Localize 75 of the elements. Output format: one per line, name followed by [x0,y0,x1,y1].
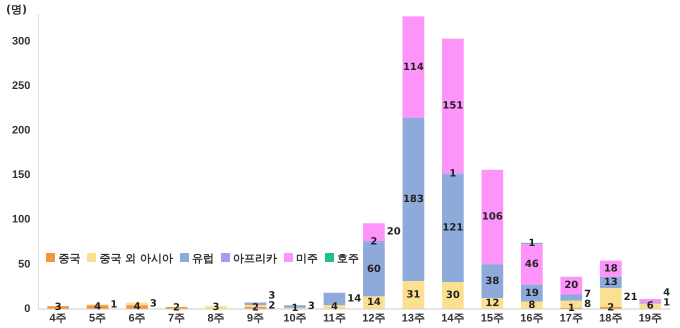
bar [560,294,582,301]
x-tick-label: 6주 [128,312,146,324]
bar [402,118,424,282]
x-tick-label: 17주 [560,312,583,324]
data-label: 14 [366,297,381,308]
data-label: 60 [366,264,381,276]
data-label: 121 [442,222,464,234]
data-label: 151 [442,100,464,112]
data-label: 114 [402,62,424,73]
y-tick-label: 300 [12,35,30,48]
data-label: 1 [663,298,670,309]
data-label: 1 [449,168,456,180]
x-tick-label: 4주 [50,312,67,324]
legend-label: 호주 [336,250,360,266]
x-tick-label: 14주 [441,312,464,324]
data-label: 3 [150,298,157,310]
x-tick-label: 5주 [89,312,106,324]
y-tick-label: 150 [12,169,30,182]
data-label: 2 [252,302,259,314]
data-label: 7 [584,288,592,300]
data-label: 3 [308,301,315,312]
bar [481,170,504,264]
legend-label: 미주 [295,250,318,266]
data-label: 12 [485,298,500,310]
data-label: 2 [370,236,378,248]
bar [481,264,504,298]
data-label: 20 [386,226,401,238]
x-tick-label: 13주 [402,312,426,324]
data-label: 8 [528,300,536,311]
data-label: 30 [446,290,460,302]
data-label: 8 [584,298,592,310]
data-label: 21 [624,292,638,304]
data-label: 1 [568,302,575,314]
data-label: 46 [524,258,539,270]
x-tick-label: 10주 [283,312,307,324]
y-tick-label: 0 [24,302,30,315]
bar [402,16,424,118]
data-label: 13 [604,277,618,288]
data-label: 31 [406,290,420,301]
x-tick-label: 19주 [638,312,662,324]
data-label: 4 [330,302,338,313]
data-label: 183 [402,194,424,206]
data-label: 1 [110,299,118,310]
data-label: 3 [212,302,220,314]
data-label: 18 [604,263,618,274]
data-label: 19 [524,288,539,299]
x-tick-label: 11주 [323,312,346,324]
data-label: 20 [564,280,578,292]
x-tick-label: 7주 [168,312,186,324]
y-tick-label: 100 [12,214,30,226]
data-label: 38 [485,276,500,287]
data-label: 2 [607,302,614,314]
x-tick-label: 15주 [480,312,504,324]
data-label: 3 [268,290,276,302]
y-tick-label: 50 [18,258,30,270]
x-tick-label: 9주 [246,312,264,324]
data-label: 1 [291,302,298,314]
bar [402,281,424,309]
x-tick-label: 18주 [599,312,622,324]
legend-label: 유럽 [191,250,214,266]
y-tick-label: 250 [12,80,30,92]
data-label: 6 [646,300,654,312]
y-axis-title: (명) [6,2,28,17]
legend-label: 중국 외 아시아 [98,250,174,266]
y-tick-label: 200 [12,124,30,137]
x-tick-label: 12주 [362,312,386,324]
data-label: 4 [663,288,670,299]
legend-label: 아프리카 [232,250,278,266]
x-tick-label: 8주 [207,312,225,324]
data-label: 14 [347,294,362,305]
legend-label: 중국 [57,250,80,266]
data-label: 2 [268,300,276,312]
bar [363,242,385,296]
x-tick-label: 16주 [520,312,544,324]
data-label: 106 [482,212,503,223]
